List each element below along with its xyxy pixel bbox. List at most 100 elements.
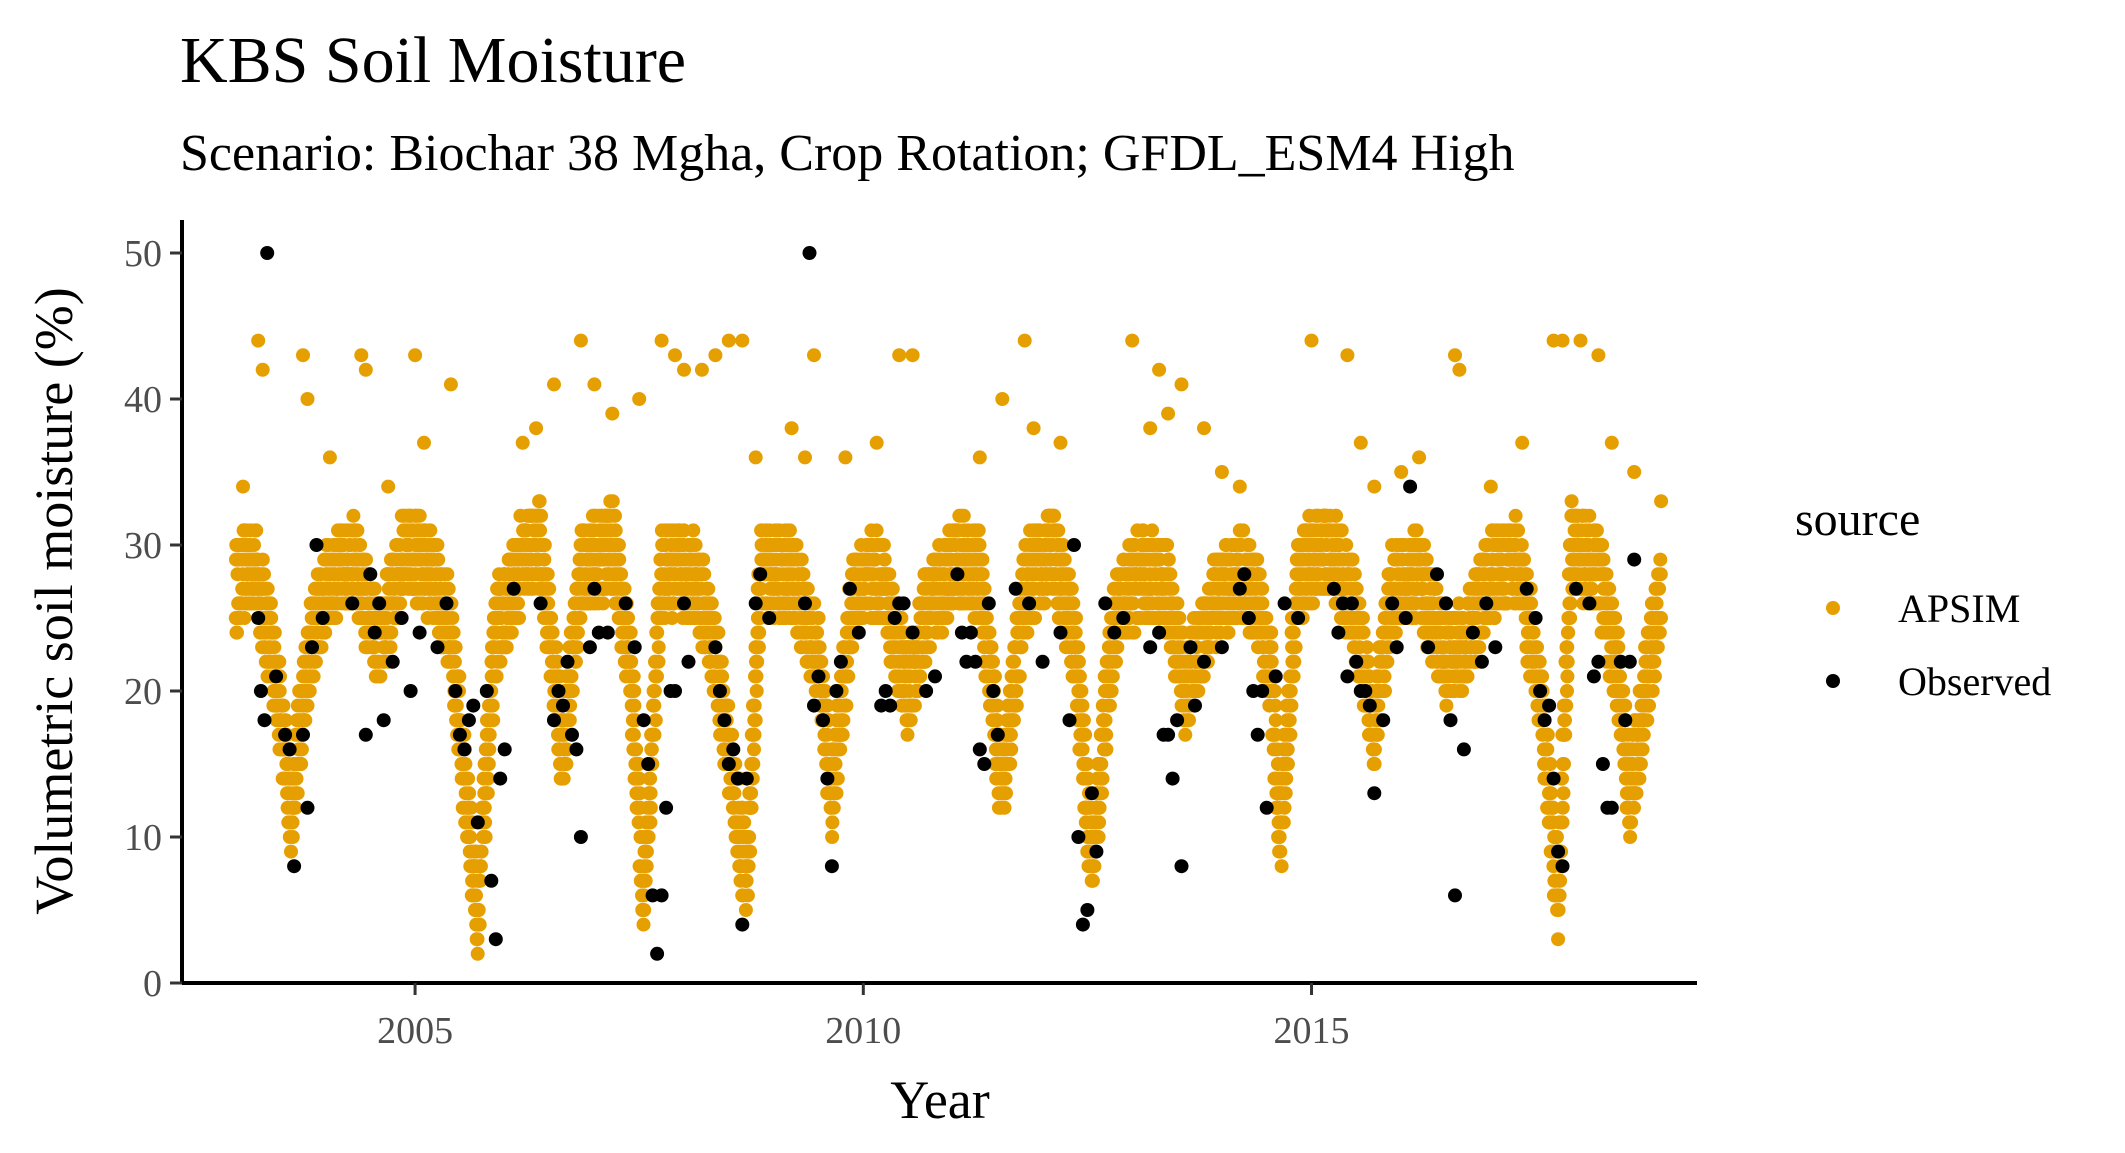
apsim-point <box>294 742 309 757</box>
apsim-point <box>922 640 937 655</box>
apsim-point <box>701 581 716 596</box>
apsim-point <box>473 873 488 888</box>
apsim-point <box>987 669 1002 684</box>
apsim-point <box>1069 611 1083 625</box>
apsim-point <box>621 611 635 625</box>
apsim-point <box>1064 581 1079 596</box>
apsim-point <box>811 611 826 625</box>
apsim-point <box>464 800 479 815</box>
apsim-point <box>751 640 766 655</box>
apsim-point <box>1286 625 1301 640</box>
apsim-point <box>828 757 843 771</box>
apsim-point <box>1075 742 1090 757</box>
apsim-point <box>1092 800 1107 815</box>
apsim-point <box>302 684 317 698</box>
apsim-point <box>1282 713 1297 728</box>
apsim-point <box>1127 625 1142 640</box>
apsim-point <box>742 830 757 844</box>
apsim-point <box>869 523 884 538</box>
apsim-point <box>1255 596 1270 611</box>
apsim-point <box>829 786 844 801</box>
apsim-point <box>789 538 804 552</box>
apsim-point <box>537 552 552 567</box>
apsim-point <box>651 640 666 655</box>
apsim-point <box>489 669 504 684</box>
apsim-point <box>1273 844 1288 859</box>
apsim-point <box>1287 654 1302 669</box>
apsim-point <box>986 654 1000 669</box>
apsim-point <box>346 508 361 523</box>
apsim-point <box>446 625 461 640</box>
apsim-point <box>1085 873 1100 888</box>
apsim-point <box>752 625 767 640</box>
apsim-point <box>463 830 478 844</box>
apsim-point <box>474 844 489 859</box>
apsim-point <box>562 713 577 728</box>
apsim-point <box>1272 830 1287 844</box>
apsim-point <box>482 742 497 757</box>
apsim-point <box>747 727 762 742</box>
apsim-point <box>570 640 585 655</box>
apsim-point <box>794 552 809 567</box>
apsim-point <box>935 625 950 640</box>
apsim-point <box>740 888 755 903</box>
apsim-point <box>353 538 368 552</box>
apsim-point <box>1264 625 1279 640</box>
apsim-point <box>540 567 555 582</box>
apsim-point <box>641 830 656 844</box>
apsim-point <box>1329 508 1344 523</box>
apsim-point <box>647 727 662 742</box>
apsim-point <box>1004 742 1019 757</box>
apsim-point <box>977 581 992 596</box>
apsim-point <box>749 669 764 684</box>
apsim-point <box>826 800 841 815</box>
apsim-point <box>643 786 658 801</box>
apsim-point <box>1057 552 1072 567</box>
apsim-point <box>298 713 313 728</box>
apsim-point <box>1259 611 1274 625</box>
apsim-point <box>452 669 467 684</box>
apsim-point <box>1074 684 1089 698</box>
apsim-point <box>1047 508 1062 523</box>
apsim-point <box>686 523 701 538</box>
apsim-point <box>1264 640 1279 655</box>
apsim-point <box>612 552 627 567</box>
apsim-point <box>499 640 514 655</box>
apsim-point <box>1009 684 1024 698</box>
apsim-point <box>626 727 641 742</box>
apsim-point <box>975 552 990 567</box>
apsim-point <box>1145 523 1160 538</box>
apsim-point <box>255 552 270 567</box>
apsim-point <box>876 538 891 552</box>
apsim-point <box>549 640 564 655</box>
apsim-point <box>1378 684 1392 698</box>
apsim-point <box>907 698 922 713</box>
apsim-point <box>544 611 559 625</box>
apsim-point <box>727 786 742 801</box>
apsim-point <box>447 654 462 669</box>
apsim-point <box>1339 538 1354 552</box>
apsim-point <box>744 786 759 801</box>
apsim-point <box>449 698 464 713</box>
apsim-point <box>975 567 990 582</box>
apsim-point <box>1071 640 1086 655</box>
apsim-point <box>956 508 971 523</box>
apsim-point <box>647 698 662 713</box>
apsim-point <box>1161 552 1176 567</box>
apsim-point <box>626 669 641 684</box>
apsim-point <box>550 654 565 669</box>
apsim-point <box>1288 640 1303 655</box>
apsim-point <box>478 830 493 844</box>
apsim-point <box>329 611 344 625</box>
apsim-point <box>470 946 485 961</box>
apsim-point <box>393 596 408 611</box>
apsim-point <box>971 523 986 538</box>
apsim-point <box>596 596 611 611</box>
apsim-point <box>481 771 495 786</box>
apsim-point <box>1165 581 1180 596</box>
apsim-point <box>825 830 840 844</box>
apsim-point <box>1095 771 1110 786</box>
apsim-point <box>845 640 860 655</box>
apsim-point <box>841 669 856 684</box>
